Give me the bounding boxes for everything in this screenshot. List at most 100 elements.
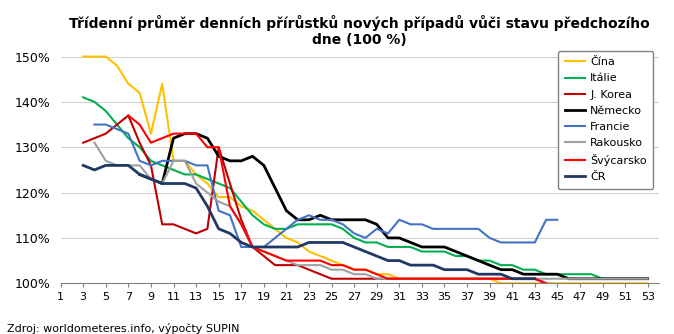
Německo [587,277,595,281]
Francie [135,159,144,163]
Rakousko [497,277,505,281]
Čína [632,281,640,285]
Švýcarsko [429,277,437,281]
Rakousko [418,277,426,281]
Švýcarsko [361,268,369,272]
Rakousko [553,277,561,281]
ČR [520,277,528,281]
Rakousko [463,277,471,281]
Francie [214,209,222,213]
Čína [644,281,652,285]
Německo [485,263,493,267]
J. Korea [226,181,234,185]
J. Korea [79,141,87,145]
Švýcarsko [158,136,166,140]
Rakousko [124,163,132,167]
Rakousko [395,277,403,281]
Itálie [632,277,640,281]
Rakousko [158,181,166,185]
Německo [214,154,222,158]
Francie [192,163,200,167]
Švýcarsko [508,277,516,281]
ČR [113,163,121,167]
Rakousko [135,163,144,167]
ČR [508,277,516,281]
Francie [282,227,290,231]
ČR [249,245,257,249]
Švýcarsko [463,277,471,281]
ČR [406,263,415,267]
Francie [530,240,539,244]
ČR [440,268,448,272]
Rakousko [542,277,550,281]
Švýcarsko [339,263,347,267]
Rakousko [576,277,584,281]
ČR [316,240,324,244]
Německo [565,277,573,281]
ČR [282,245,290,249]
Francie [305,213,313,217]
Německo [497,268,505,272]
Švýcarsko [135,123,144,127]
Francie [463,227,471,231]
Švýcarsko [328,263,336,267]
Francie [113,127,121,131]
Line: Švýcarsko: Švýcarsko [128,116,546,283]
Francie [361,236,369,240]
ČR [169,181,177,185]
Itálie [485,259,493,263]
ČR [395,259,403,263]
Švýcarsko [373,272,381,276]
Itálie [249,213,257,217]
Německo [226,159,234,163]
J. Korea [169,222,177,226]
Rakousko [485,277,493,281]
Francie [90,123,98,127]
Švýcarsko [237,222,245,226]
Francie [158,159,166,163]
Německo [350,218,358,222]
ČR [135,172,144,176]
Rakousko [440,277,448,281]
ČR [429,263,437,267]
Německo [135,172,144,176]
Švýcarsko [350,268,358,272]
Rakousko [429,277,437,281]
Švýcarsko [384,277,392,281]
Německo [204,136,212,140]
ČR [79,163,87,167]
J. Korea [124,114,132,118]
ČR [102,163,110,167]
Německo [282,209,290,213]
Francie [508,240,516,244]
J. Korea [542,281,550,285]
Rakousko [237,222,245,226]
ČR [452,268,460,272]
ČR [384,259,392,263]
Rakousko [102,159,110,163]
Německo [316,213,324,217]
ČR [339,240,347,244]
Rakousko [259,249,268,254]
Čína [204,181,212,185]
J. Korea [440,277,448,281]
J. Korea [90,136,98,140]
Německo [429,245,437,249]
Švýcarsko [485,277,493,281]
Rakousko [339,268,347,272]
ČR [237,240,245,244]
Francie [249,245,257,249]
Line: Francie: Francie [94,125,557,247]
J. Korea [316,272,324,276]
Čína [452,277,460,281]
Francie [339,222,347,226]
ČR [305,240,313,244]
Německo [373,222,381,226]
Francie [542,218,550,222]
Francie [226,213,234,217]
J. Korea [181,227,189,231]
Německo [169,136,177,140]
Německo [452,249,460,254]
Čína [485,277,493,281]
ČR [214,227,222,231]
